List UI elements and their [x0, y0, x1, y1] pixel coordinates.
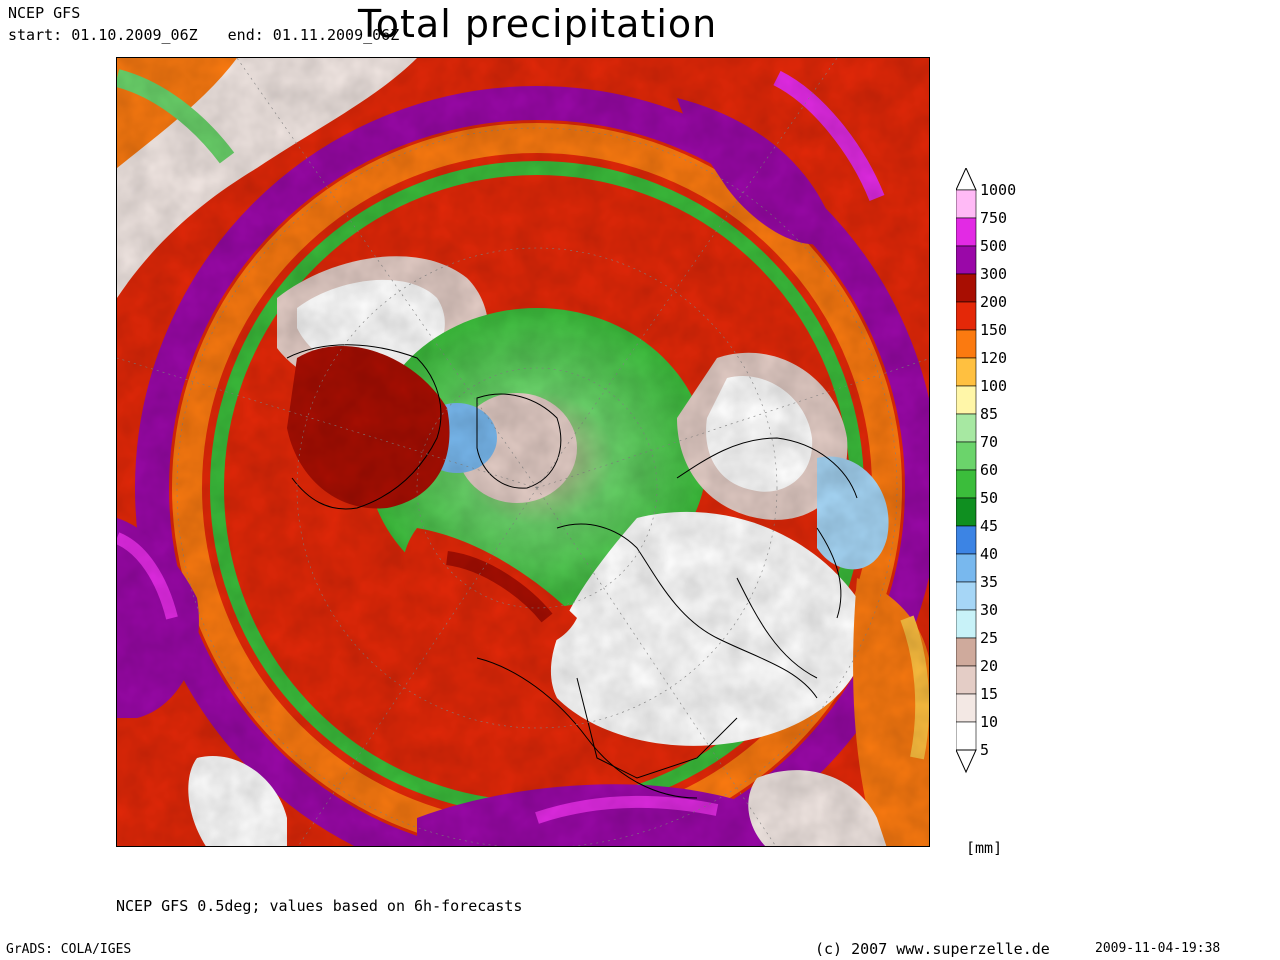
forecast-period: start: 01.10.2009_06Z end: 01.11.2009_06Z: [8, 26, 399, 44]
render-timestamp: 2009-11-04-19:38: [1095, 941, 1221, 956]
legend-cell-200: [956, 273, 977, 303]
color-scale-legend: [956, 168, 977, 774]
legend-label-20: 20: [980, 657, 999, 675]
legend-cell-60: [956, 441, 977, 471]
legend-label-45: 45: [980, 517, 999, 535]
data-source-note: NCEP GFS 0.5deg; values based on 6h-fore…: [116, 897, 523, 915]
legend-label-1000: 1000: [980, 181, 1017, 199]
legend-label-500: 500: [980, 237, 1008, 255]
software-credit: GrADS: COLA/IGES: [6, 942, 132, 957]
legend-label-300: 300: [980, 265, 1008, 283]
legend-arrow-top: [956, 168, 977, 191]
precipitation-map: [116, 57, 930, 847]
legend-label-200: 200: [980, 293, 1008, 311]
legend-label-5: 5: [980, 741, 990, 759]
legend-label-50: 50: [980, 489, 999, 507]
copyright-notice: (c) 2007 www.superzelle.de: [815, 940, 1050, 958]
legend-cell-30: [956, 581, 977, 611]
legend-cell-35: [956, 553, 977, 583]
legend-cell-25: [956, 609, 977, 639]
legend-cell-40: [956, 525, 977, 555]
legend-cell-500: [956, 217, 977, 247]
legend-arrow-bottom: [956, 749, 977, 774]
legend-label-70: 70: [980, 433, 999, 451]
legend-cell-150: [956, 301, 977, 331]
unit-label: [mm]: [966, 839, 1003, 857]
legend-label-85: 85: [980, 405, 999, 423]
legend-cell-20: [956, 637, 977, 667]
polar-stereographic-field: [117, 58, 929, 846]
texture-overlay: [117, 58, 929, 846]
legend-cell-70: [956, 413, 977, 443]
legend-cell-100: [956, 357, 977, 387]
legend-cell-15: [956, 665, 977, 695]
legend-label-150: 150: [980, 321, 1008, 339]
legend-cell-45: [956, 497, 977, 527]
legend-label-10: 10: [980, 713, 999, 731]
legend-cell-5: [956, 721, 977, 751]
legend-cell-50: [956, 469, 977, 499]
legend-cell-300: [956, 245, 977, 275]
legend-cell-750: [956, 189, 977, 219]
legend-label-30: 30: [980, 601, 999, 619]
legend-label-100: 100: [980, 377, 1008, 395]
legend-label-15: 15: [980, 685, 999, 703]
model-label: NCEP GFS: [8, 4, 81, 22]
legend-label-120: 120: [980, 349, 1008, 367]
legend-cell-85: [956, 385, 977, 415]
legend-label-750: 750: [980, 209, 1008, 227]
legend-label-25: 25: [980, 629, 999, 647]
end-time: end: 01.11.2009_06Z: [227, 26, 400, 44]
map-title: Total precipitation: [358, 2, 718, 46]
legend-label-35: 35: [980, 573, 999, 591]
legend-label-60: 60: [980, 461, 999, 479]
start-time: start: 01.10.2009_06Z: [8, 26, 198, 44]
legend-cell-10: [956, 693, 977, 723]
legend-label-40: 40: [980, 545, 999, 563]
legend-cell-120: [956, 329, 977, 359]
